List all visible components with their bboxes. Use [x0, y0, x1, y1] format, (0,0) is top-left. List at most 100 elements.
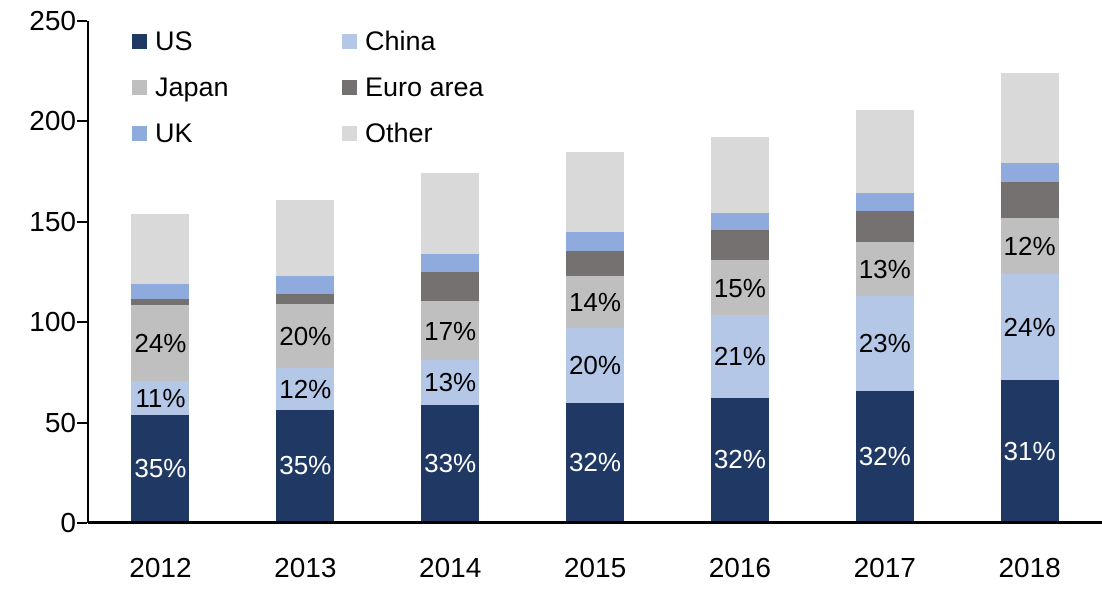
bar-column-2015: 32% 20% 14%	[523, 21, 668, 521]
plot-area: 35% 11% 24% 35% 12% 20% 33% 13% 17% 32% 20% 14% 32% 2…	[88, 21, 1102, 521]
y-tick-label: 200	[29, 105, 76, 137]
legend-swatch-other	[342, 125, 357, 141]
bar-label-us-2012: 35%	[134, 452, 187, 483]
bar-segment-us-2013: 35%	[276, 409, 335, 521]
bar-segment-other-2018	[1000, 73, 1059, 163]
bar-label-japan-2013: 20%	[279, 321, 332, 352]
bar-stack-2018: 31% 24% 12%	[1000, 73, 1059, 521]
y-tick-mark	[77, 522, 87, 524]
bar-label-us-2015: 32%	[568, 446, 622, 477]
bar-segment-us-2014: 33%	[421, 404, 480, 521]
bar-stack-2014: 33% 13% 17%	[421, 172, 480, 521]
x-tick-label-2012: 2012	[129, 552, 192, 583]
bar-segment-uk-2012	[131, 284, 190, 300]
bar-segment-japan-2016: 15%	[710, 260, 769, 316]
x-axis: 2012 2013 2014 2015 2016 2017 2018	[88, 552, 1102, 584]
bar-segment-uk-2015	[566, 231, 624, 251]
bar-segment-euro-area-2016	[710, 229, 769, 261]
bar-segment-us-2012: 35%	[131, 414, 190, 521]
bar-label-japan-2017: 13%	[858, 254, 911, 285]
legend-swatch-us	[132, 33, 147, 49]
bar-segment-uk-2014	[421, 253, 480, 273]
y-tick-mark	[77, 120, 87, 123]
x-tick-label-2015: 2015	[563, 552, 627, 583]
y-tick-mark	[77, 421, 87, 424]
legend: US China Japan Euro area UK Other	[132, 26, 602, 148]
x-tick-label-2016: 2016	[708, 552, 772, 583]
bar-segment-us-2015: 32%	[566, 402, 624, 521]
bar-column-2013: 35% 12% 20%	[233, 21, 378, 521]
bar-segment-uk-2016	[710, 212, 769, 230]
legend-label-uk: UK	[155, 117, 193, 148]
legend-swatch-china	[342, 33, 357, 49]
bar-label-china-2016: 21%	[713, 341, 766, 372]
bar-stack-2016: 32% 21% 15%	[710, 136, 769, 521]
y-tick-label: 250	[29, 5, 76, 36]
bar-column-2012: 35% 11% 24%	[88, 21, 233, 521]
bar-segment-uk-2013	[276, 276, 335, 295]
bar-label-us-2018: 31%	[1003, 435, 1056, 466]
y-axis-line	[87, 21, 89, 523]
bar-segment-us-2016: 32%	[710, 397, 769, 521]
bar-label-china-2018: 24%	[1003, 312, 1056, 343]
y-tick-mark	[77, 220, 87, 223]
bar-segment-other-2013	[276, 199, 335, 277]
bar-stack-2017: 32% 23% 13%	[855, 110, 914, 521]
legend-label-us: US	[155, 25, 193, 56]
bar-label-us-2017: 32%	[858, 440, 911, 471]
legend-item-euro-area: Euro area	[342, 72, 602, 102]
legend-item-us: US	[132, 26, 342, 56]
x-tick-label-2014: 2014	[419, 552, 482, 583]
bar-label-china-2014: 13%	[424, 367, 477, 398]
bar-segment-japan-2013: 20%	[276, 304, 335, 369]
bar-segment-china-2012: 11%	[131, 380, 190, 415]
legend-swatch-japan	[132, 79, 147, 95]
bar-label-china-2013: 12%	[279, 374, 332, 405]
bar-label-japan-2014: 17%	[424, 315, 477, 346]
x-axis-line	[88, 521, 1102, 524]
bar-label-japan-2012: 24%	[134, 327, 187, 358]
bar-segment-china-2013: 12%	[276, 368, 335, 410]
bar-segment-china-2017: 23%	[855, 296, 914, 391]
bar-label-japan-2015: 14%	[568, 287, 622, 318]
legend-swatch-uk	[132, 125, 147, 141]
bar-label-us-2014: 33%	[424, 447, 477, 478]
legend-item-china: China	[342, 26, 602, 56]
bar-segment-japan-2017: 13%	[855, 241, 914, 297]
bar-column-2017: 32% 23% 13%	[812, 21, 957, 521]
bar-segment-euro-area-2012	[131, 299, 190, 306]
bar-segment-euro-area-2014	[421, 272, 480, 302]
bar-stack-2015: 32% 20% 14%	[566, 151, 624, 521]
bar-column-2018: 31% 24% 12%	[957, 21, 1102, 521]
bar-segment-other-2017	[855, 110, 914, 193]
bar-segment-japan-2018: 12%	[1000, 217, 1059, 275]
legend-item-japan: Japan	[132, 72, 342, 102]
bar-segment-japan-2012: 24%	[131, 305, 190, 381]
x-tick-label-2017: 2017	[853, 552, 916, 583]
legend-label-other: Other	[365, 117, 433, 148]
bar-label-china-2012: 11%	[135, 382, 186, 413]
bar-segment-euro-area-2018	[1000, 181, 1059, 218]
legend-label-euro-area: Euro area	[365, 71, 484, 102]
bar-label-us-2016: 32%	[713, 444, 766, 475]
bar-label-us-2013: 35%	[279, 450, 332, 481]
legend-label-china: China	[365, 25, 436, 56]
legend-swatch-euro-area	[342, 79, 357, 95]
bar-label-china-2015: 20%	[568, 350, 622, 381]
bar-segment-other-2012	[131, 213, 190, 285]
bar-segment-china-2014: 13%	[421, 360, 480, 405]
bar-label-japan-2018: 12%	[1003, 230, 1056, 261]
y-tick-label: 50	[44, 406, 76, 438]
x-tick-label-2018: 2018	[998, 552, 1061, 583]
bar-segment-euro-area-2017	[855, 210, 914, 242]
bar-stack-2012: 35% 11% 24%	[131, 213, 190, 521]
y-tick-label: 0	[60, 507, 76, 538]
bar-column-2016: 32% 21% 15%	[667, 21, 812, 521]
bar-segment-us-2017: 32%	[855, 390, 914, 521]
bar-segment-other-2014	[421, 172, 480, 254]
bar-label-china-2017: 23%	[858, 328, 911, 359]
x-tick-label-2013: 2013	[274, 552, 337, 583]
bar-stack-2013: 35% 12% 20%	[276, 199, 335, 521]
legend-item-uk: UK	[132, 118, 342, 148]
